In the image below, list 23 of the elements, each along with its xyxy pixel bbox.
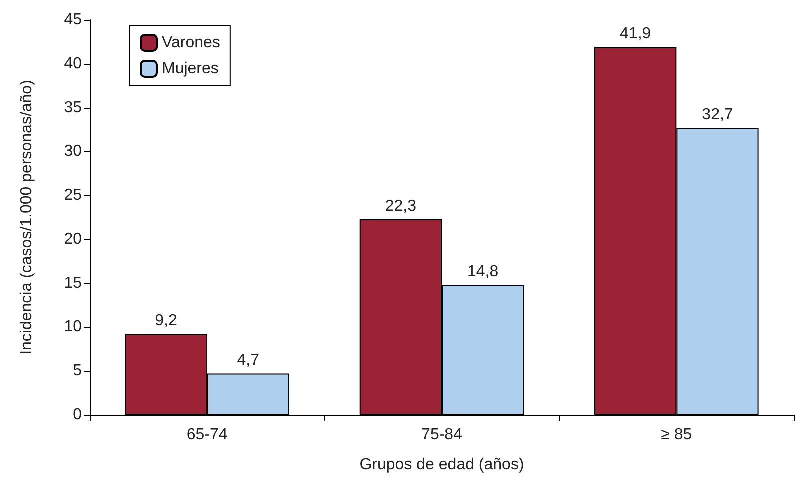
data-label: 41,9 <box>620 26 652 43</box>
x-axis-title: Grupos de edad (años) <box>360 456 524 474</box>
y-tick-label: 35 <box>64 99 82 116</box>
legend-label: Varones <box>162 34 220 52</box>
x-tick-label: 75-84 <box>422 426 463 444</box>
y-tick-label: 10 <box>64 318 82 336</box>
data-label: 4,7 <box>237 352 260 370</box>
y-tick-label: 40 <box>64 55 82 72</box>
x-tick-label: 65-74 <box>186 426 228 444</box>
data-label: 22,3 <box>385 198 417 215</box>
y-tick-label: 5 <box>73 362 82 380</box>
x-tick-label: ≥ 85 <box>661 426 692 444</box>
legend-label: Mujeres <box>162 60 219 78</box>
data-label: 32,7 <box>702 106 734 124</box>
y-tick-label: 30 <box>64 143 82 160</box>
y-tick-label: 25 <box>64 187 82 204</box>
y-tick-label: 45 <box>64 12 82 28</box>
y-axis-title: Incidencia (casos/1.000 personas/año) <box>18 80 36 355</box>
y-tick-label: 15 <box>64 274 82 292</box>
y-tick-label: 20 <box>64 230 82 248</box>
data-label: 14,8 <box>467 264 499 281</box>
data-label: 9,2 <box>155 312 178 330</box>
y-tick-label: 0 <box>73 406 82 424</box>
